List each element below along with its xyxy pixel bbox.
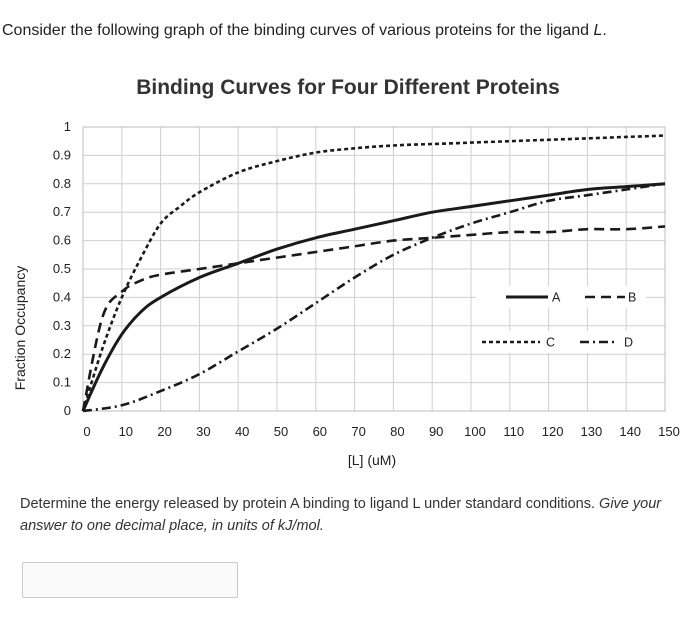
x-tick-label: 20 bbox=[157, 424, 171, 439]
legend-label-b: B bbox=[628, 291, 636, 305]
x-tick-label: 50 bbox=[274, 424, 288, 439]
chart-grid bbox=[82, 126, 666, 412]
y-tick-labels: 0 0.1 0.2 0.3 0.4 0.5 0.6 0.7 0.8 0.9 1 bbox=[53, 119, 71, 418]
legend-row-background-0 bbox=[476, 286, 646, 308]
y-tick-label: 0.4 bbox=[53, 289, 71, 304]
legend-label-a: A bbox=[552, 291, 561, 305]
x-tick-label: 140 bbox=[619, 424, 641, 439]
x-tick-label: 10 bbox=[119, 424, 133, 439]
chart-legend: A B C D bbox=[476, 286, 646, 353]
y-tick-label: 0.9 bbox=[53, 147, 71, 162]
x-tick-label: 80 bbox=[390, 424, 404, 439]
chart-series bbox=[81, 134, 666, 413]
x-tick-label: 0 bbox=[83, 424, 90, 439]
y-axis-label: Fraction Occupancy bbox=[12, 266, 28, 391]
series-line-b bbox=[81, 225, 666, 412]
series-line-d bbox=[82, 182, 666, 413]
binding-curves-chart: Binding Curves for Four Different Protei… bbox=[12, 76, 680, 468]
y-tick-label: 0.7 bbox=[53, 204, 71, 219]
x-tick-label: 70 bbox=[351, 424, 365, 439]
x-tick-label: 110 bbox=[503, 424, 524, 439]
question-intro: Consider the following graph of the bind… bbox=[2, 22, 607, 40]
answer-input[interactable] bbox=[22, 562, 238, 598]
chart-title: Binding Curves for Four Different Protei… bbox=[136, 76, 560, 99]
question-prompt: Determine the energy released by protein… bbox=[20, 493, 690, 537]
y-tick-label: 0.6 bbox=[53, 233, 71, 248]
y-tick-label: 0 bbox=[64, 403, 71, 418]
x-tick-label: 90 bbox=[429, 424, 443, 439]
question-ligand: L bbox=[593, 22, 603, 39]
y-tick-label: 1 bbox=[64, 119, 71, 134]
x-tick-label: 120 bbox=[542, 424, 564, 439]
x-tick-label: 60 bbox=[313, 424, 327, 439]
x-axis-label: [L] (uM) bbox=[348, 452, 396, 468]
prompt-instructions: Give your answer to one decimal place, i… bbox=[20, 496, 662, 534]
question-intro-end: . bbox=[602, 22, 607, 39]
y-tick-label: 0.1 bbox=[53, 375, 71, 390]
x-tick-label: 150 bbox=[658, 424, 680, 439]
x-tick-label: 40 bbox=[235, 424, 249, 439]
legend-label-c: C bbox=[546, 336, 555, 350]
series-line-c bbox=[81, 134, 666, 412]
x-tick-labels: 0 10 20 30 40 50 60 70 80 90 100 110 120 130 140 150 bbox=[83, 424, 679, 439]
x-tick-label: 100 bbox=[464, 424, 486, 439]
x-tick-label: 30 bbox=[196, 424, 210, 439]
y-tick-label: 0.3 bbox=[53, 318, 71, 333]
legend-label-d: D bbox=[624, 336, 633, 350]
x-tick-label: 130 bbox=[581, 424, 603, 439]
question-intro-text: Consider the following graph of the bind… bbox=[2, 22, 594, 39]
y-tick-label: 0.8 bbox=[53, 176, 71, 191]
prompt-main: Determine the energy released by protein… bbox=[20, 496, 600, 512]
y-tick-label: 0.5 bbox=[53, 261, 71, 276]
y-tick-label: 0.2 bbox=[53, 346, 71, 361]
legend-row-background-1 bbox=[476, 331, 646, 353]
series-line-a bbox=[81, 182, 666, 412]
plot-border bbox=[82, 126, 666, 412]
